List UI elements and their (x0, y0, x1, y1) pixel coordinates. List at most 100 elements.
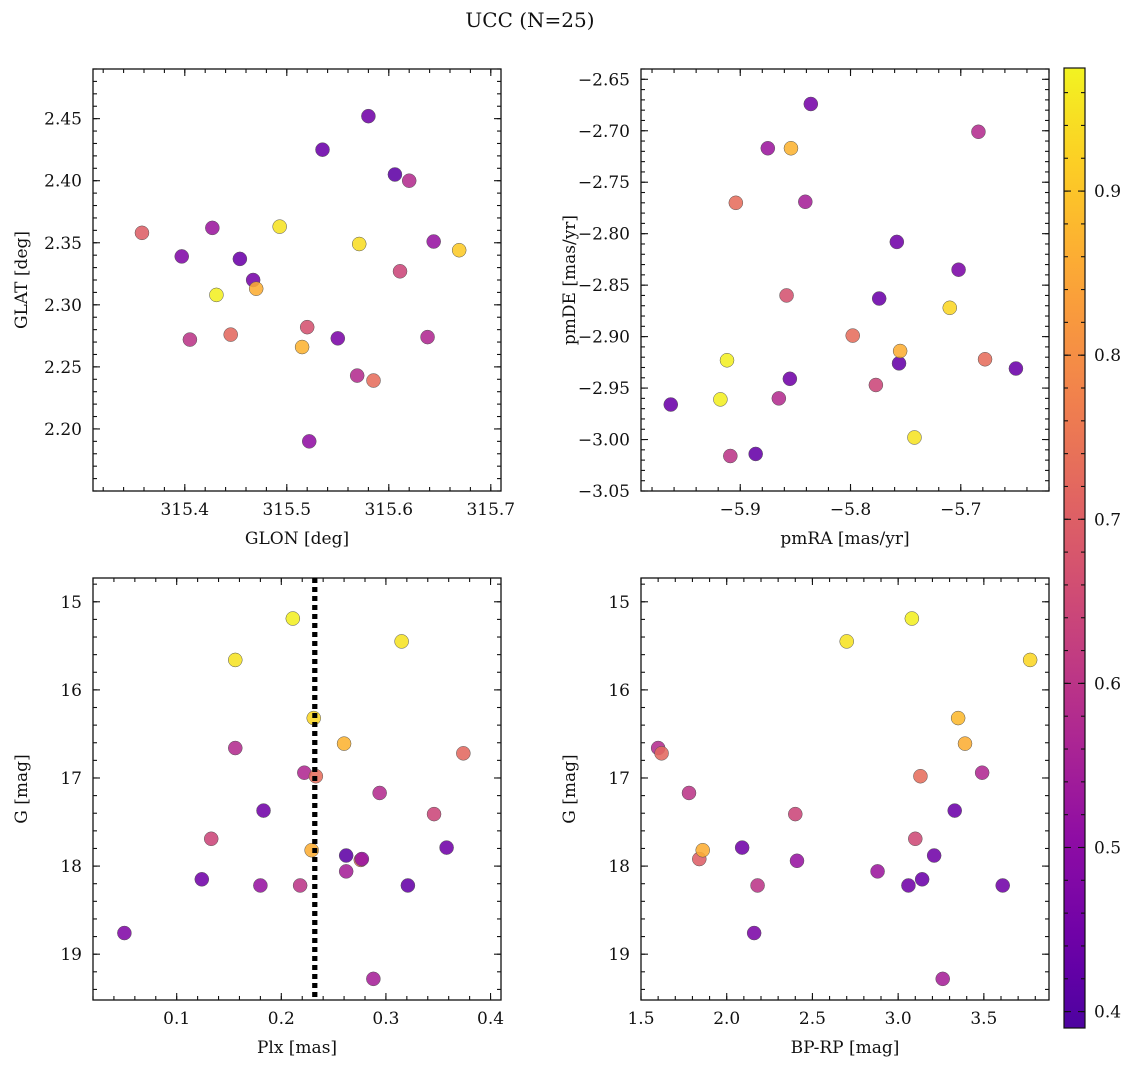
colorbar-gradient (1063, 67, 1086, 1029)
x-tick-label: 0.1 (163, 1009, 190, 1029)
x-tick-label: 0.4 (477, 1009, 504, 1029)
scatter-point (914, 872, 930, 887)
scatter-point (456, 746, 471, 761)
scatter-point (728, 195, 744, 211)
axes-frame (92, 68, 502, 492)
scatter-point (372, 785, 387, 801)
y-tick-label: 2.45 (44, 110, 82, 130)
scatter-point (366, 373, 381, 388)
colorbar-tick-label: 0.4 (1094, 1003, 1121, 1023)
scatter-point (338, 864, 354, 879)
scatter-point (868, 377, 884, 393)
scatter-point (223, 327, 238, 342)
x-tick-label: −5.7 (940, 500, 981, 520)
scatter-point (746, 925, 762, 941)
scatter-point (788, 806, 803, 822)
scatter-point (1022, 652, 1038, 668)
x-axis-label: BP-RP [mag] (791, 1038, 900, 1058)
scatter-point (301, 434, 317, 449)
ticks (92, 578, 501, 1000)
scatter-point (913, 768, 928, 784)
scatter-point (392, 264, 408, 279)
scatter-point (974, 765, 990, 780)
x-tick-label: 0.2 (268, 1009, 295, 1029)
scatter-point (203, 831, 219, 847)
x-tick-label: 315.6 (364, 500, 413, 520)
scatter-point (803, 96, 819, 112)
ticks (641, 68, 1050, 492)
axes-frame (640, 577, 1050, 1001)
scatter-point (285, 611, 301, 626)
scatter-point (228, 652, 243, 668)
scatter-point (947, 803, 962, 818)
scatter-point (299, 319, 315, 335)
scatter-point (366, 971, 381, 987)
y-axis-label: GLAT [deg] (12, 231, 32, 329)
scatter-point (845, 328, 860, 343)
x-tick-label: 315.7 (466, 500, 515, 520)
y-tick-label: 16 (60, 681, 82, 701)
scatter-point (351, 236, 367, 252)
y-tick-label: 17 (608, 769, 630, 789)
scatter-point (871, 291, 887, 306)
x-tick-label: 0.3 (372, 1009, 399, 1029)
scatter-point (783, 141, 799, 156)
scatter-point (394, 634, 409, 649)
axes-frame (92, 577, 502, 1001)
scatter-point (253, 878, 268, 893)
scatter-point (420, 329, 435, 345)
scatter-point (891, 356, 907, 371)
scatter-point (336, 736, 352, 751)
colorbar-tick-label: 0.9 (1094, 182, 1121, 202)
scatter-point (839, 634, 854, 649)
scatter-point (942, 300, 958, 316)
y-axis-label: G [mag] (12, 754, 32, 823)
scatter-point (209, 287, 224, 303)
scatter-point (354, 851, 370, 867)
scatter-point (908, 831, 923, 847)
figure-title: UCC (N=25) (465, 8, 594, 32)
scatter-point (361, 108, 376, 124)
x-tick-label: 3.0 (885, 1009, 912, 1029)
scatter-points (117, 611, 471, 987)
scatter-point (654, 746, 669, 761)
scatter-point (1008, 361, 1024, 376)
y-tick-label: −3.00 (578, 431, 630, 451)
scatter-point (401, 173, 417, 188)
scatter-point (889, 234, 905, 250)
panel-4: 1.5 2.0 2.5 3.0 3.5 15 16 17 18 19 BP-RP [mag] G [m… (560, 577, 1050, 1058)
y-tick-label: −2.95 (578, 379, 630, 399)
scatter-point (387, 167, 403, 182)
panel-3: 0.1 0.2 0.3 0.4 15 16 17 18 19 Plx [mas] G [mag] (12, 577, 504, 1058)
y-tick-label: 2.40 (44, 172, 82, 192)
y-tick-label: −2.75 (578, 173, 630, 193)
scatter-point (907, 430, 922, 445)
scatter-point (904, 611, 920, 626)
x-tick-label: 2.5 (799, 1009, 826, 1029)
y-tick-label: 19 (60, 945, 82, 965)
scatter-point (789, 853, 805, 869)
y-tick-label: 2.30 (44, 296, 82, 316)
scatter-point (174, 249, 189, 264)
scatter-point (330, 331, 346, 346)
x-axis-label: Plx [mas] (257, 1038, 337, 1058)
scatter-point (194, 872, 210, 887)
y-tick-label: 16 (608, 681, 630, 701)
colorbar-tick-label: 0.5 (1094, 838, 1121, 858)
colorbar-tick-label: 0.8 (1094, 346, 1121, 366)
scatter-point (304, 842, 319, 858)
ticks (93, 68, 501, 492)
y-tick-label: −2.70 (578, 122, 630, 142)
panel-1: 315.4 315.5 315.6 315.7 2.20 2.25 2.30 2.35 2.40… (12, 68, 515, 549)
scatter-point (750, 878, 765, 893)
y-tick-label: 18 (608, 857, 630, 877)
scatter-point (248, 281, 264, 296)
y-tick-label: −3.05 (578, 482, 630, 502)
scatter-point (292, 878, 308, 893)
scatter-point (995, 878, 1010, 893)
scatter-point (957, 736, 973, 751)
scatter-point (971, 124, 986, 140)
scatter-point (315, 142, 330, 157)
colorbar-tick-label: 0.7 (1094, 510, 1121, 530)
